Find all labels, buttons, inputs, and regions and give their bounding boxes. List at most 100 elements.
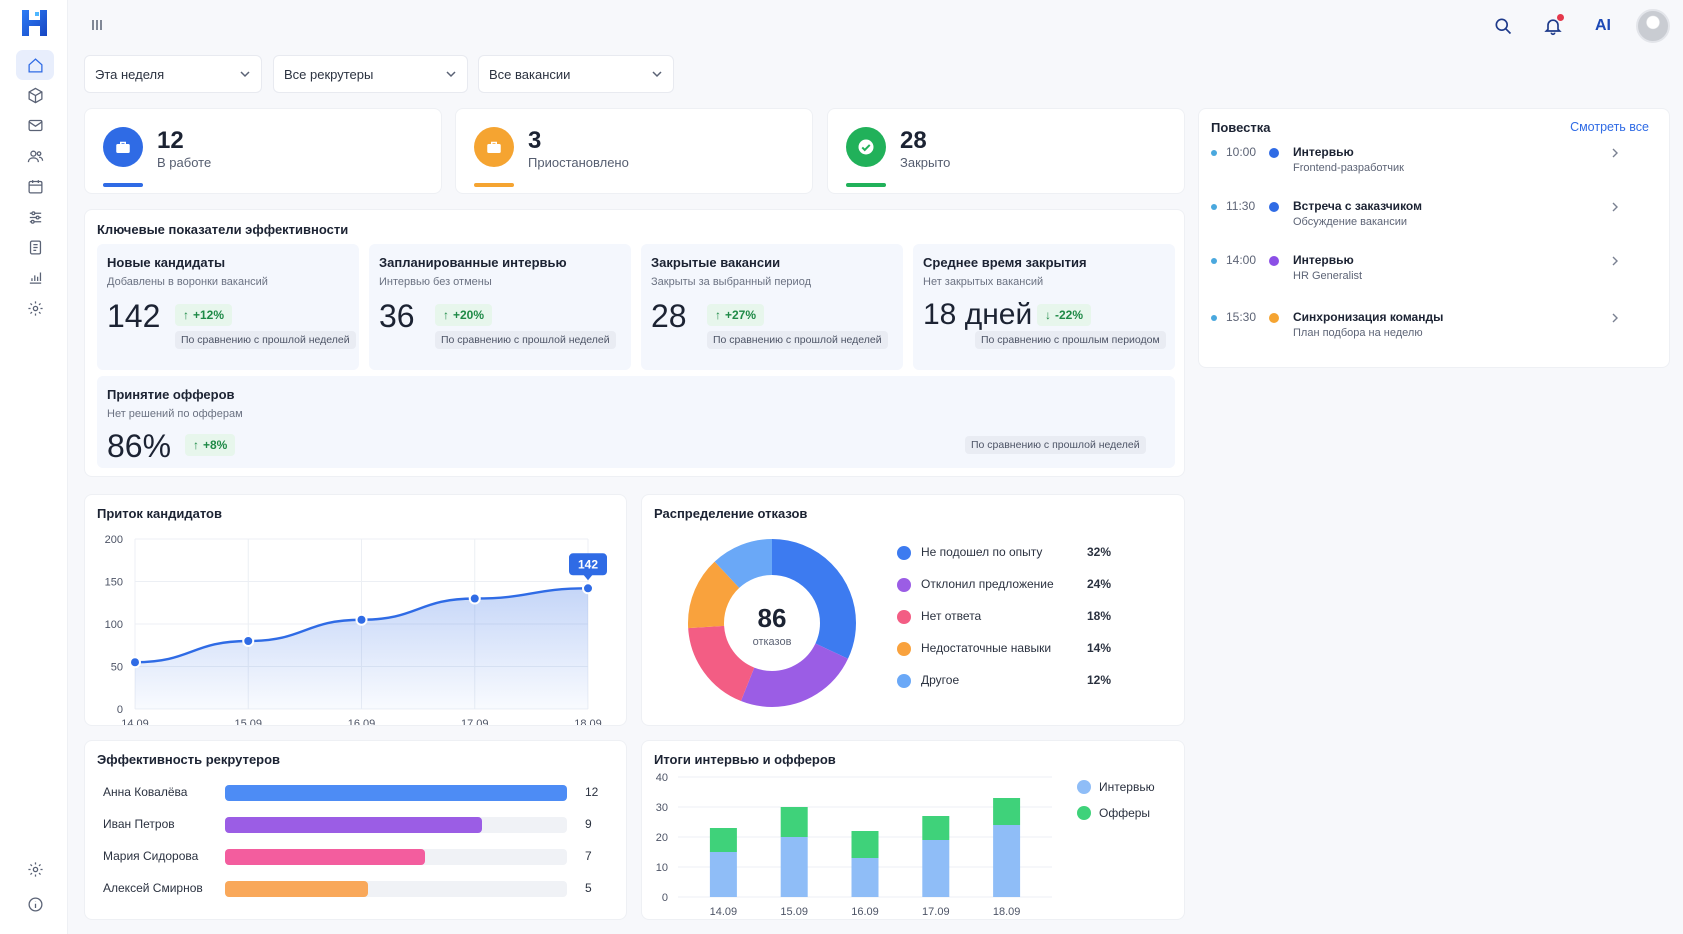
bar-offers[interactable] — [993, 798, 1021, 825]
line-point[interactable] — [129, 656, 141, 669]
kpi-card-offer-acceptance[interactable]: Принятие офферов Нет решений по офферам … — [97, 376, 1175, 468]
agenda-item-subtitle: HR Generalist — [1293, 270, 1363, 282]
x-tick-label: 15.09 — [234, 718, 262, 725]
notifications-bell-icon[interactable] — [1537, 10, 1569, 42]
x-tick-label: 14.09 — [121, 718, 149, 725]
agenda-item[interactable]: 15:30 Синхронизация команды План подбора н… — [1199, 305, 1669, 355]
donut-slice[interactable] — [688, 539, 856, 707]
nav-users-icon[interactable] — [16, 141, 54, 171]
agenda-item[interactable]: 10:00 Интервью Frontend-разработчик — [1199, 140, 1669, 190]
bar-offers[interactable] — [780, 807, 808, 837]
bar-offers[interactable] — [922, 816, 950, 840]
legend-label: Недостаточные навыки — [921, 641, 1052, 655]
chevron-right-icon[interactable] — [1609, 146, 1621, 158]
bar-offers[interactable] — [709, 828, 737, 852]
kpi-card-interviews[interactable]: Запланированные интервью Интервью без от… — [369, 244, 631, 370]
y-tick-label: 100 — [105, 619, 123, 631]
legend-dot — [897, 546, 911, 560]
x-tick-label: 14.09 — [710, 906, 738, 917]
line-point[interactable] — [355, 613, 368, 626]
donut-slice[interactable] — [688, 539, 856, 707]
y-tick-label: 0 — [662, 892, 668, 904]
search-icon[interactable] — [1487, 10, 1519, 42]
bar-interviews[interactable] — [780, 837, 808, 897]
nav-home-icon[interactable] — [16, 50, 54, 80]
kpi-card-avg-close-time[interactable]: Среднее время закрытия Нет закрытых вака… — [913, 244, 1175, 370]
recruiter-row[interactable]: Мария Сидорова 7 — [97, 847, 592, 867]
menu-toggle-icon[interactable] — [90, 18, 104, 32]
kpi-value: 86% — [107, 428, 172, 464]
info-icon[interactable] — [16, 889, 54, 919]
category-dot — [1269, 256, 1279, 266]
agenda-item[interactable]: 11:30 Встреча с заказчиком Обсуждение вака… — [1199, 194, 1669, 244]
nav-calendar-icon[interactable] — [16, 171, 54, 201]
agenda-time: 10:00 — [1226, 145, 1257, 159]
bar-interviews[interactable] — [851, 858, 879, 897]
nav-box-icon[interactable] — [16, 80, 54, 110]
briefcase-icon — [474, 127, 514, 167]
kpi-title: Запланированные интервью — [379, 255, 567, 270]
legend-label: Нет ответа — [921, 609, 982, 623]
kpi-compare-badge: По сравнению с прошлым периодом — [975, 331, 1166, 349]
x-tick-label: 17.09 — [922, 906, 950, 917]
agenda-item[interactable]: 14:00 Интервью HR Generalist — [1199, 248, 1669, 298]
chevron-right-icon[interactable] — [1609, 311, 1621, 323]
line-point[interactable] — [582, 582, 594, 595]
stacked-bar-legend: Интервью Офферы — [1077, 779, 1177, 839]
user-avatar[interactable] — [1636, 9, 1670, 43]
legend-item[interactable]: Другое 12% — [897, 671, 1127, 691]
bar-interviews[interactable] — [993, 825, 1021, 897]
legend-label: Отклонил предложение — [921, 577, 1054, 591]
vacancies-filter[interactable]: Все вакансии — [478, 55, 674, 93]
agenda-item-subtitle: Обсуждение вакансии — [1293, 216, 1408, 228]
nav-analytics-icon[interactable] — [16, 262, 54, 292]
bar-offers[interactable] — [851, 831, 879, 858]
logo[interactable] — [18, 6, 52, 40]
line-point[interactable] — [468, 592, 481, 605]
nav-filters-icon[interactable] — [16, 202, 54, 232]
ai-button[interactable]: AI — [1595, 17, 1611, 34]
recruiter-row[interactable]: Алексей Смирнов 5 — [97, 879, 592, 899]
legend-item[interactable]: Отклонил предложение 24% — [897, 575, 1127, 595]
bar-value: 9 — [585, 817, 592, 831]
legend-label: Не подошел по опыту — [921, 545, 1043, 559]
settings-icon[interactable] — [16, 854, 54, 884]
legend-item[interactable]: Нет ответа 18% — [897, 607, 1127, 627]
recruiter-name: Иван Петров — [103, 817, 175, 831]
legend-value: 24% — [1087, 577, 1112, 591]
donut-slice[interactable] — [688, 539, 856, 707]
kpi-card-closed-vacancies[interactable]: Закрытые вакансии Закрыты за выбранный п… — [641, 244, 903, 370]
legend-item[interactable]: Офферы — [1077, 805, 1177, 823]
nav-settings-gear-icon[interactable] — [16, 293, 54, 323]
agenda-title: Повестка — [1211, 120, 1271, 135]
recruiter-row[interactable]: Анна Ковалёва 12 — [97, 783, 598, 803]
recruiter-name: Мария Сидорова — [103, 849, 199, 863]
nav-document-icon[interactable] — [16, 232, 54, 262]
legend-item[interactable]: Не подошел по опыту 32% — [897, 543, 1127, 563]
recruiter-row[interactable]: Иван Петров 9 — [97, 815, 592, 835]
bar-interviews[interactable] — [922, 840, 950, 897]
bar-interviews[interactable] — [709, 852, 737, 897]
legend-item[interactable]: Недостаточные навыки 14% — [897, 639, 1127, 659]
period-filter[interactable]: Эта неделя — [84, 55, 262, 93]
stat-value: 3 — [528, 127, 542, 154]
line-point[interactable] — [242, 635, 255, 647]
donut-legend: Не подошел по опыту 32% Отклонил предложен… — [897, 543, 1137, 693]
stat-card-closed[interactable]: 28 Закрыто — [827, 108, 1185, 194]
rejection-distribution-card: Распределение отказов 86 отказов Не подош… — [641, 494, 1185, 726]
chevron-right-icon[interactable] — [1609, 254, 1621, 266]
kpi-subtitle: Нет решений по офферам — [107, 408, 243, 420]
vacancies-filter-value: Все вакансии — [489, 66, 571, 82]
recruiters-filter[interactable]: Все рекрутеры — [273, 55, 468, 93]
kpi-card-new-candidates[interactable]: Новые кандидаты Добавлены в воронки вака… — [97, 244, 359, 370]
kpi-delta-value: +12% — [193, 308, 225, 322]
nav-mail-icon[interactable] — [16, 110, 54, 140]
kpi-value: 142 — [107, 298, 161, 334]
kpi-value: 18 дней — [923, 298, 1033, 331]
chevron-right-icon[interactable] — [1609, 200, 1621, 212]
stat-card-in-progress[interactable]: 12 В работе — [84, 108, 442, 194]
stat-card-paused[interactable]: 3 Приостановлено — [455, 108, 813, 194]
y-tick-label: 10 — [656, 862, 668, 874]
see-all-link[interactable]: Смотреть все — [1570, 120, 1649, 134]
legend-item[interactable]: Интервью — [1077, 779, 1177, 797]
